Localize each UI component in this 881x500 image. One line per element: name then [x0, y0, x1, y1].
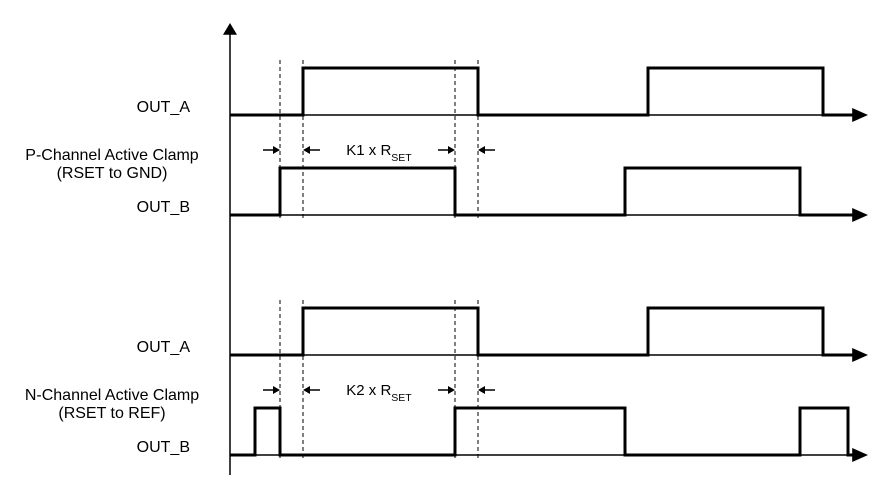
- k2-rset-label: K2 x RSET: [346, 382, 412, 404]
- p-channel-group-line1: P-Channel Active Clamp: [25, 147, 199, 164]
- p-outa-label: OUT_A: [137, 99, 191, 116]
- k1-rset-label: K1 x RSET: [346, 142, 412, 164]
- n-outa-wave: [230, 308, 858, 355]
- p-outa-wave: [230, 68, 858, 115]
- n-outa-label: OUT_A: [137, 339, 191, 356]
- n-channel-group-line2: (RSET to REF): [58, 405, 165, 422]
- p-channel-group-line2: (RSET to GND): [57, 165, 168, 182]
- n-outb-label: OUT_B: [137, 439, 190, 456]
- n-outb-wave: [230, 408, 858, 455]
- n-channel-group-line1: N-Channel Active Clamp: [25, 387, 199, 404]
- p-outb-wave: [230, 168, 858, 215]
- p-outb-label: OUT_B: [137, 199, 190, 216]
- timing-diagram: OUT_A OUT_B OUT_A OUT_B P-Channel Active Cla…: [0, 0, 881, 500]
